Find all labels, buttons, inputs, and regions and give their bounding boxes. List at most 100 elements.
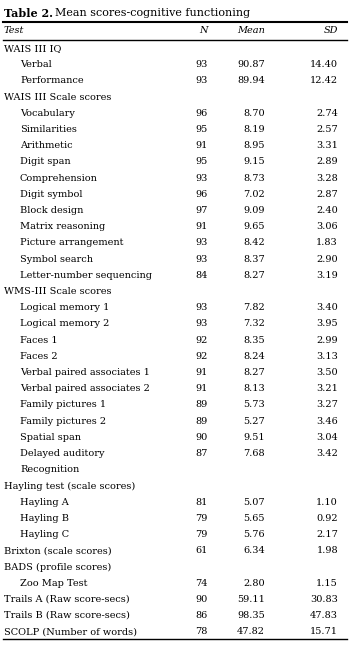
Text: 12.42: 12.42 (310, 77, 338, 85)
Text: 81: 81 (196, 498, 208, 507)
Text: 91: 91 (196, 141, 208, 150)
Text: Vocabulary: Vocabulary (20, 109, 75, 117)
Text: 93: 93 (196, 255, 208, 263)
Text: 74: 74 (196, 579, 208, 587)
Text: 7.68: 7.68 (243, 449, 265, 458)
Text: 47.83: 47.83 (310, 611, 338, 620)
Text: 6.34: 6.34 (243, 546, 265, 555)
Text: Letter-number sequencing: Letter-number sequencing (20, 271, 152, 280)
Text: 84: 84 (196, 271, 208, 280)
Text: Arithmetic: Arithmetic (20, 141, 73, 150)
Text: 3.50: 3.50 (316, 368, 338, 377)
Text: BADS (profile scores): BADS (profile scores) (4, 562, 111, 572)
Text: 14.40: 14.40 (310, 60, 338, 69)
Text: 2.90: 2.90 (316, 255, 338, 263)
Text: SCOLP (Number of words): SCOLP (Number of words) (4, 627, 137, 636)
Text: Faces 2: Faces 2 (20, 352, 58, 361)
Text: 8.42: 8.42 (243, 238, 265, 248)
Text: N: N (199, 26, 208, 35)
Text: 1.15: 1.15 (316, 579, 338, 587)
Text: 97: 97 (196, 206, 208, 215)
Text: Family pictures 2: Family pictures 2 (20, 416, 106, 426)
Text: Mean scores-cognitive functioning: Mean scores-cognitive functioning (48, 8, 250, 18)
Text: 89.94: 89.94 (237, 77, 265, 85)
Text: WAIS III Scale scores: WAIS III Scale scores (4, 92, 111, 102)
Text: 89: 89 (196, 401, 208, 409)
Text: 3.27: 3.27 (316, 401, 338, 409)
Text: 5.76: 5.76 (243, 530, 265, 539)
Text: 79: 79 (196, 513, 208, 523)
Text: Brixton (scale scores): Brixton (scale scores) (4, 546, 112, 555)
Text: Verbal: Verbal (20, 60, 52, 69)
Text: Table 2.: Table 2. (4, 8, 53, 19)
Text: 9.51: 9.51 (243, 433, 265, 442)
Text: Verbal paired associates 2: Verbal paired associates 2 (20, 384, 150, 393)
Text: 93: 93 (196, 319, 208, 329)
Text: 30.83: 30.83 (310, 595, 338, 604)
Text: 93: 93 (196, 238, 208, 248)
Text: 8.19: 8.19 (243, 125, 265, 134)
Text: 1.98: 1.98 (316, 546, 338, 555)
Text: Trails A (Raw score-secs): Trails A (Raw score-secs) (4, 595, 130, 604)
Text: 91: 91 (196, 222, 208, 231)
Text: Faces 1: Faces 1 (20, 335, 58, 345)
Text: 92: 92 (196, 335, 208, 345)
Text: SD: SD (323, 26, 338, 35)
Text: 8.27: 8.27 (243, 271, 265, 280)
Text: Hayling test (scale scores): Hayling test (scale scores) (4, 481, 135, 490)
Text: 93: 93 (196, 60, 208, 69)
Text: 61: 61 (196, 546, 208, 555)
Text: 2.99: 2.99 (316, 335, 338, 345)
Text: 87: 87 (196, 449, 208, 458)
Text: 3.42: 3.42 (316, 449, 338, 458)
Text: 0.92: 0.92 (316, 513, 338, 523)
Text: Symbol search: Symbol search (20, 255, 93, 263)
Text: 8.70: 8.70 (243, 109, 265, 117)
Text: 95: 95 (196, 157, 208, 166)
Text: 3.13: 3.13 (316, 352, 338, 361)
Text: 91: 91 (196, 384, 208, 393)
Text: Spatial span: Spatial span (20, 433, 81, 442)
Text: 2.87: 2.87 (316, 190, 338, 199)
Text: 78: 78 (196, 627, 208, 636)
Text: Family pictures 1: Family pictures 1 (20, 401, 106, 409)
Text: 86: 86 (196, 611, 208, 620)
Text: 7.32: 7.32 (243, 319, 265, 329)
Text: 47.82: 47.82 (237, 627, 265, 636)
Text: Zoo Map Test: Zoo Map Test (20, 579, 88, 587)
Text: 79: 79 (196, 530, 208, 539)
Text: 2.57: 2.57 (316, 125, 338, 134)
Text: 59.11: 59.11 (237, 595, 265, 604)
Text: 96: 96 (196, 109, 208, 117)
Text: 5.07: 5.07 (243, 498, 265, 507)
Text: 3.28: 3.28 (316, 174, 338, 183)
Text: 3.19: 3.19 (316, 271, 338, 280)
Text: 95: 95 (196, 125, 208, 134)
Text: 9.65: 9.65 (244, 222, 265, 231)
Text: Similarities: Similarities (20, 125, 77, 134)
Text: 91: 91 (196, 368, 208, 377)
Text: 3.95: 3.95 (316, 319, 338, 329)
Text: Hayling B: Hayling B (20, 513, 69, 523)
Text: 3.04: 3.04 (316, 433, 338, 442)
Text: Comprehension: Comprehension (20, 174, 98, 183)
Text: Logical memory 1: Logical memory 1 (20, 303, 109, 312)
Text: 5.27: 5.27 (243, 416, 265, 426)
Text: 5.73: 5.73 (243, 401, 265, 409)
Text: 92: 92 (196, 352, 208, 361)
Text: 9.09: 9.09 (244, 206, 265, 215)
Text: 93: 93 (196, 303, 208, 312)
Text: Verbal paired associates 1: Verbal paired associates 1 (20, 368, 150, 377)
Text: 8.73: 8.73 (243, 174, 265, 183)
Text: 5.65: 5.65 (244, 513, 265, 523)
Text: Recognition: Recognition (20, 465, 79, 474)
Text: Test: Test (4, 26, 24, 35)
Text: Digit span: Digit span (20, 157, 71, 166)
Text: 3.40: 3.40 (316, 303, 338, 312)
Text: WMS-III Scale scores: WMS-III Scale scores (4, 287, 112, 296)
Text: Hayling C: Hayling C (20, 530, 69, 539)
Text: 9.15: 9.15 (243, 157, 265, 166)
Text: Delayed auditory: Delayed auditory (20, 449, 105, 458)
Text: 7.82: 7.82 (243, 303, 265, 312)
Text: 15.71: 15.71 (310, 627, 338, 636)
